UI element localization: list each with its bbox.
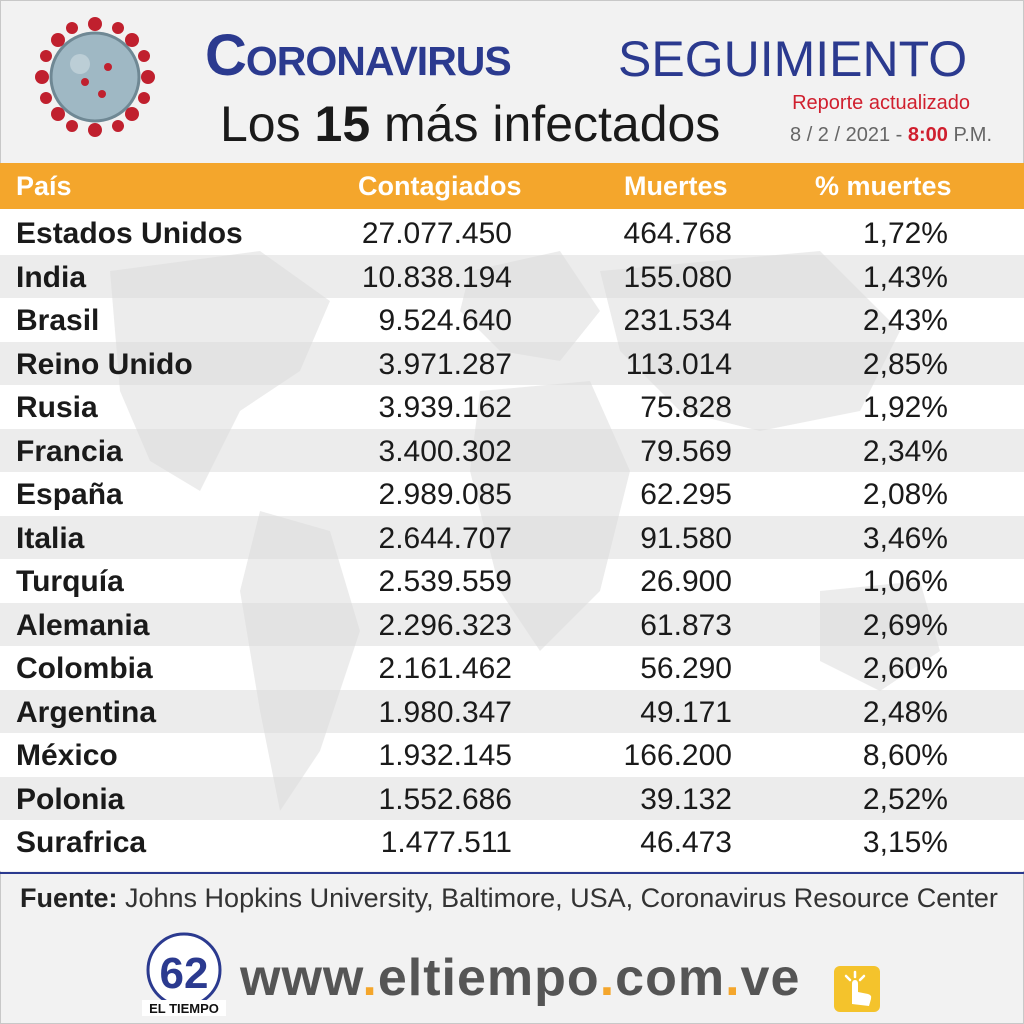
cell-pais: Argentina xyxy=(16,695,157,729)
footer-divider xyxy=(0,872,1024,874)
header-pais: País xyxy=(16,171,72,201)
cell-contagiados: 1.552.686 xyxy=(378,782,512,816)
cell-pct: 2,08% xyxy=(862,478,948,511)
title-sub: SEGUIMIENTO xyxy=(618,31,968,87)
source-note: Fuente: Johns Hopkins University, Baltim… xyxy=(20,883,998,913)
cell-pct: 2,52% xyxy=(862,782,948,816)
cell-pais: Estados Unidos xyxy=(16,217,243,250)
cell-pct: 2,69% xyxy=(862,608,948,642)
cell-contagiados: 2.296.323 xyxy=(378,608,512,642)
header-pct-muertes: % muertes xyxy=(815,171,952,201)
table-row: España 2.989.085 62.295 2,08% xyxy=(0,472,1024,516)
cell-muertes: 61.873 xyxy=(640,608,732,642)
cell-pais: Turquía xyxy=(16,565,124,598)
cell-pct: 2,60% xyxy=(862,652,948,685)
cell-contagiados: 2.989.085 xyxy=(378,478,512,511)
cell-pais: Polonia xyxy=(16,782,125,816)
cell-pct: 1,06% xyxy=(862,565,948,598)
header-contagiados: Contagiados xyxy=(358,171,522,201)
cell-pct: 1,72% xyxy=(862,217,948,250)
cell-pct: 2,43% xyxy=(862,304,948,337)
table-row: Argentina 1.980.347 49.171 2,48% xyxy=(0,689,1024,733)
cell-muertes: 49.171 xyxy=(640,695,732,729)
el-tiempo-logo: 62 EL TIEMPO xyxy=(142,932,226,1016)
cell-contagiados: 9.524.640 xyxy=(378,304,512,337)
coronavirus-icon xyxy=(35,17,155,137)
cell-contagiados: 2.161.462 xyxy=(378,652,512,685)
cell-pct: 2,85% xyxy=(862,347,948,381)
cell-muertes: 464.768 xyxy=(623,217,732,250)
cell-pais: Italia xyxy=(16,521,85,555)
cell-contagiados: 2.539.559 xyxy=(378,565,512,598)
cell-contagiados: 2.644.707 xyxy=(378,521,512,555)
table-row: Polonia 1.552.686 39.132 2,52% xyxy=(0,776,1024,820)
cell-pct: 3,46% xyxy=(862,521,948,555)
table-row: Colombia 2.161.462 56.290 2,60% xyxy=(0,646,1024,690)
cell-pct: 3,15% xyxy=(862,826,948,859)
cell-muertes: 62.295 xyxy=(640,478,732,511)
cell-muertes: 231.534 xyxy=(623,304,732,337)
cell-muertes: 26.900 xyxy=(640,565,732,598)
cell-contagiados: 10.838.194 xyxy=(361,260,512,294)
report-date: 8 / 2 / 2021 - 8:00 P.M. xyxy=(790,124,992,146)
cell-contagiados: 27.077.450 xyxy=(361,217,512,250)
table-row: Turquía 2.539.559 26.900 1,06% xyxy=(0,559,1024,603)
cell-muertes: 39.132 xyxy=(640,782,732,816)
svg-text:62: 62 xyxy=(160,949,209,998)
cell-muertes: 166.200 xyxy=(623,739,732,772)
cell-pct: 2,48% xyxy=(862,695,948,729)
cell-pais: Brasil xyxy=(16,304,100,337)
table-header: País Contagiados Muertes % muertes xyxy=(0,163,1024,209)
cell-pct: 1,92% xyxy=(862,391,948,424)
header-muertes: Muertes xyxy=(624,171,728,201)
table-row: Brasil 9.524.640 231.534 2,43% xyxy=(0,298,1024,342)
cell-muertes: 91.580 xyxy=(640,521,732,555)
cell-pais: Francia xyxy=(16,434,123,468)
cell-muertes: 56.290 xyxy=(640,652,732,685)
table-row: Estados Unidos 27.077.450 464.768 1,72% xyxy=(0,211,1024,255)
cell-contagiados: 1.980.347 xyxy=(378,695,512,729)
cell-muertes: 79.569 xyxy=(640,434,732,468)
report-label: Reporte actualizado xyxy=(792,92,970,114)
title-main: Coronavirus xyxy=(205,23,512,88)
data-table: País Contagiados Muertes % muertes Estad… xyxy=(0,163,1024,871)
cell-pct: 2,34% xyxy=(862,434,948,468)
cell-pais: Surafrica xyxy=(16,826,147,859)
hand-click-icon xyxy=(834,966,880,1012)
cell-pct: 1,43% xyxy=(862,260,948,294)
table-row: Francia 3.400.302 79.569 2,34% xyxy=(0,428,1024,472)
cell-pais: Rusia xyxy=(16,391,98,424)
subtitle: Los 15 más infectados xyxy=(220,96,721,152)
table-row: Reino Unido 3.971.287 113.014 2,85% xyxy=(0,341,1024,385)
cell-pais: Alemania xyxy=(16,608,150,642)
cell-contagiados: 3.400.302 xyxy=(378,434,512,468)
cell-contagiados: 1.477.511 xyxy=(380,826,512,859)
table-row: Alemania 2.296.323 61.873 2,69% xyxy=(0,602,1024,646)
cell-contagiados: 1.932.145 xyxy=(378,739,512,772)
cell-contagiados: 3.939.162 xyxy=(378,391,512,424)
cell-pct: 8,60% xyxy=(862,739,948,772)
cell-muertes: 75.828 xyxy=(640,391,732,424)
cell-contagiados: 3.971.287 xyxy=(378,347,512,381)
table-row: Rusia 3.939.162 75.828 1,92% xyxy=(0,385,1024,429)
cell-pais: India xyxy=(16,260,87,294)
table-row: Italia 2.644.707 91.580 3,46% xyxy=(0,515,1024,559)
website-url[interactable]: www.eltiempo.com.ve xyxy=(240,949,801,1007)
cell-muertes: 46.473 xyxy=(640,826,732,859)
table-row: Surafrica 1.477.511 46.473 3,15% xyxy=(0,820,1024,864)
svg-text:EL TIEMPO: EL TIEMPO xyxy=(149,1001,219,1016)
table-row: India 10.838.194 155.080 1,43% xyxy=(0,254,1024,298)
table-row: México 1.932.145 166.200 8,60% xyxy=(0,733,1024,777)
cell-muertes: 113.014 xyxy=(625,347,732,381)
cell-pais: Colombia xyxy=(16,652,153,685)
cell-pais: México xyxy=(16,739,118,772)
cell-pais: España xyxy=(16,478,123,511)
cell-muertes: 155.080 xyxy=(623,260,732,294)
cell-pais: Reino Unido xyxy=(16,347,193,381)
